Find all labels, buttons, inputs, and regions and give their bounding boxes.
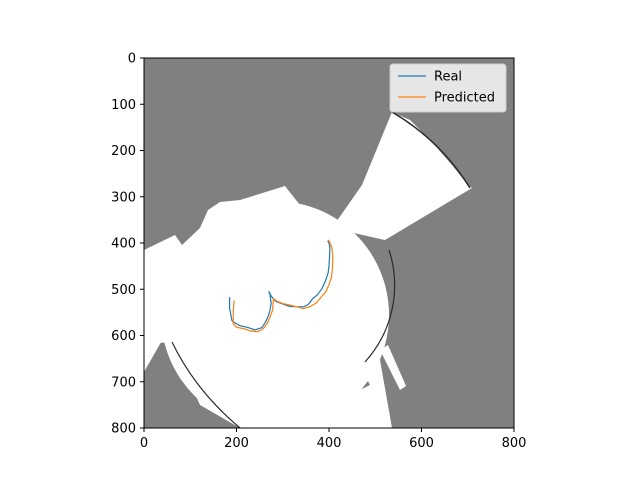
free-space-bottom xyxy=(172,342,392,428)
legend: Real Predicted xyxy=(389,63,507,113)
series-line-predicted xyxy=(232,239,334,333)
y-tick-label: 400 xyxy=(111,237,136,252)
series-layer xyxy=(229,239,334,333)
wall-main-arc xyxy=(364,249,396,363)
y-tick-label: 300 xyxy=(111,190,136,205)
free-space-right-beam xyxy=(332,112,472,240)
y-axis: 0 100 200 300 400 500 600 700 800 xyxy=(111,52,144,437)
wall-bottom-arc xyxy=(171,341,241,428)
y-tick-label: 200 xyxy=(111,144,136,159)
y-tick-label: 600 xyxy=(111,329,136,344)
x-tick-label: 600 xyxy=(409,436,434,451)
x-tick-label: 400 xyxy=(317,436,342,451)
y-tick-label: 100 xyxy=(111,98,136,113)
y-tick-label: 700 xyxy=(111,375,136,390)
free-space-main-area xyxy=(161,201,389,428)
map-background xyxy=(144,58,514,428)
x-tick-label: 800 xyxy=(502,436,527,451)
x-tick-label: 0 xyxy=(140,436,148,451)
legend-label-predicted: Predicted xyxy=(434,91,495,106)
free-space-lower-left xyxy=(144,270,205,345)
free-space-bottom-right-spur xyxy=(380,345,406,390)
y-tick-label: 500 xyxy=(111,283,136,298)
y-tick-label: 0 xyxy=(128,52,136,67)
x-axis: 0 200 400 600 800 xyxy=(140,428,527,451)
y-tick-label: 800 xyxy=(111,422,136,437)
x-tick-label: 200 xyxy=(224,436,249,451)
legend-label-real: Real xyxy=(434,70,462,85)
wall-right-arc xyxy=(391,111,471,189)
